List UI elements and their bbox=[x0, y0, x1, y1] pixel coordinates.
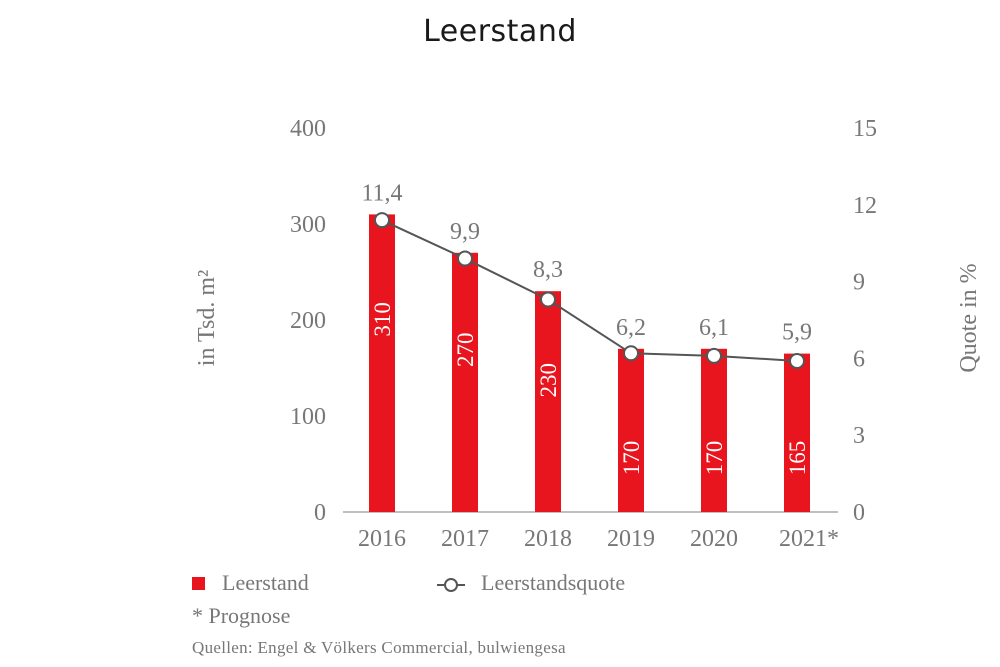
x-tick-label: 2020 bbox=[690, 526, 738, 552]
point-value-label: 6,1 bbox=[699, 315, 729, 341]
line-point-leerstandsquote bbox=[374, 212, 390, 229]
bar-value-label: 170 bbox=[619, 441, 644, 476]
bar-value-label: 310 bbox=[370, 302, 395, 337]
line-point-leerstandsquote bbox=[540, 291, 556, 308]
y-tick-left: 0 bbox=[314, 500, 326, 526]
line-point-leerstandsquote bbox=[789, 352, 805, 369]
bar-value-label: 270 bbox=[453, 333, 478, 368]
legend-line-label: Leerstandsquote bbox=[481, 570, 626, 595]
legend-line-marker-icon bbox=[437, 578, 465, 592]
x-tick-label: 2021* bbox=[779, 526, 839, 552]
point-value-label: 5,9 bbox=[782, 320, 812, 346]
bar-leerstand bbox=[701, 348, 727, 512]
line-point-leerstandsquote bbox=[457, 250, 473, 267]
y-tick-left: 200 bbox=[290, 308, 326, 334]
bar-value-label: 170 bbox=[702, 441, 727, 476]
y-tick-right: 9 bbox=[853, 270, 865, 296]
bar-leerstand bbox=[452, 252, 478, 513]
point-value-label: 8,3 bbox=[533, 257, 563, 283]
x-tick-label: 2017 bbox=[441, 526, 489, 552]
x-tick-label: 2019 bbox=[607, 526, 655, 552]
point-value-label: 11,4 bbox=[361, 180, 402, 206]
y-tick-left: 100 bbox=[290, 404, 326, 430]
y-axis-label-left: in Tsd. m² bbox=[194, 270, 220, 366]
y-tick-right: 6 bbox=[853, 346, 865, 372]
source-note: Quellen: Engel & Völkers Commercial, bul… bbox=[192, 638, 566, 657]
point-value-label: 9,9 bbox=[450, 219, 480, 245]
chart-title: Leerstand bbox=[423, 14, 577, 49]
bar-leerstand bbox=[535, 291, 561, 512]
legend-bar-swatch bbox=[192, 577, 205, 590]
y-tick-left: 300 bbox=[290, 212, 326, 238]
x-tick-label: 2018 bbox=[524, 526, 572, 552]
y-axis-label-right: Quote in % bbox=[956, 263, 982, 372]
point-value-label: 6,2 bbox=[616, 315, 646, 341]
bar-leerstand bbox=[369, 214, 395, 512]
bar-value-label: 230 bbox=[536, 363, 561, 398]
bar-value-label: 165 bbox=[785, 441, 810, 476]
footnote-prognose: * Prognose bbox=[192, 603, 291, 628]
y-tick-left: 400 bbox=[290, 116, 326, 142]
y-tick-right: 3 bbox=[853, 423, 865, 449]
line-point-leerstandsquote bbox=[706, 347, 722, 364]
legend-bar-label: Leerstand bbox=[222, 570, 309, 595]
y-tick-right: 12 bbox=[853, 193, 877, 219]
x-tick-label: 2016 bbox=[358, 526, 406, 552]
bar-leerstand bbox=[784, 353, 810, 512]
bar-leerstand bbox=[618, 348, 644, 512]
line-point-leerstandsquote bbox=[623, 345, 639, 362]
y-tick-right: 0 bbox=[853, 500, 865, 526]
line-leerstandsquote bbox=[381, 219, 798, 362]
y-tick-right: 15 bbox=[853, 116, 877, 142]
